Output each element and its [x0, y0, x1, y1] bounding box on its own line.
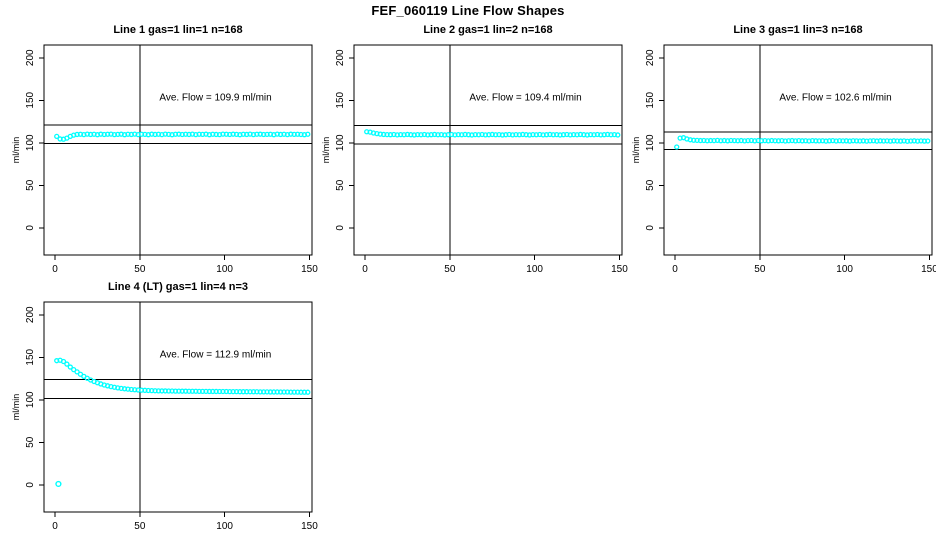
x-tick-label: 50: [754, 264, 766, 275]
y-tick-label: 150: [25, 348, 36, 365]
x-tick-label: 50: [444, 264, 456, 275]
panel-line-2: Line 2 gas=1 lin=2 n=168 0 50 100 150 0 50 100 1…: [321, 20, 631, 275]
chart-line-3: Line 3 gas=1 lin=3 n=168 0 50 100 150 0 50 100 1…: [631, 24, 936, 275]
x-tick-label: 0: [672, 264, 678, 275]
y-tick-label: 200: [25, 306, 36, 323]
y-tick-label: 150: [645, 91, 656, 108]
data-points: [54, 357, 311, 488]
panel-title: Line 3 gas=1 lin=3 n=168: [733, 24, 862, 36]
data-points: [54, 131, 311, 142]
plot-box: [353, 44, 623, 256]
y-axis-label: ml/min: [11, 137, 21, 164]
y-tick-label: 0: [645, 225, 656, 231]
outlier-point: [55, 480, 62, 488]
x-tick-label: 150: [611, 264, 628, 275]
page-title: FEF_060119 Line Flow Shapes: [371, 3, 565, 18]
x-tick-label: 0: [52, 521, 58, 532]
data-points: [364, 129, 621, 138]
y-tick-label: 50: [335, 179, 346, 191]
y-tick-label: 0: [335, 225, 346, 231]
y-tick-label: 100: [25, 391, 36, 408]
y-tick-label: 100: [335, 134, 346, 151]
plot-box: [43, 301, 313, 513]
x-tick-label: 50: [134, 521, 146, 532]
x-tick-label: 100: [836, 264, 853, 275]
y-tick-label: 100: [645, 134, 656, 151]
ave-flow-annotation: Ave. Flow = 109.4 ml/min: [469, 93, 581, 104]
chart-line-2: Line 2 gas=1 lin=2 n=168 0 50 100 150 0 50 100 1…: [321, 24, 628, 275]
x-tick-label: 0: [52, 264, 58, 275]
y-tick-label: 200: [25, 49, 36, 66]
ave-flow-annotation: Ave. Flow = 112.9 ml/min: [160, 350, 272, 361]
panel-title: Line 2 gas=1 lin=2 n=168: [423, 24, 552, 36]
x-tick-label: 50: [134, 264, 146, 275]
y-tick-label: 150: [25, 91, 36, 108]
y-tick-label: 0: [25, 482, 36, 488]
x-tick-label: 150: [301, 264, 318, 275]
chart-line-1: Line 1 gas=1 lin=1 n=168 0 50 100 150 0 50 100 1…: [11, 24, 318, 275]
x-tick-label: 100: [216, 521, 233, 532]
y-tick-label: 200: [335, 49, 346, 66]
panel-line-3: Line 3 gas=1 lin=3 n=168 0 50 100 150 0 50 100 1…: [631, 20, 936, 275]
y-tick-label: 50: [25, 436, 36, 448]
y-tick-label: 100: [25, 134, 36, 151]
y-tick-label: 50: [25, 179, 36, 191]
y-axis-label: ml/min: [321, 137, 331, 164]
ave-flow-annotation: Ave. Flow = 109.9 ml/min: [159, 93, 271, 104]
panel-line-1: Line 1 gas=1 lin=1 n=168 0 50 100 150 0 50 100 1…: [11, 20, 321, 275]
y-tick-label: 150: [335, 91, 346, 108]
x-tick-label: 100: [526, 264, 543, 275]
x-tick-label: 0: [362, 264, 368, 275]
y-tick-label: 200: [645, 49, 656, 66]
y-tick-label: 50: [645, 179, 656, 191]
x-tick-label: 150: [301, 521, 318, 532]
panel-line-4: Line 4 (LT) gas=1 lin=4 n=3 0 50 100 150 0 50 1…: [11, 277, 321, 532]
y-tick-label: 0: [25, 225, 36, 231]
plot-box: [663, 44, 933, 256]
plot-box: [43, 44, 313, 256]
x-tick-label: 150: [921, 264, 936, 275]
panel-title: Line 1 gas=1 lin=1 n=168: [113, 24, 242, 36]
panel-title: Line 4 (LT) gas=1 lin=4 n=3: [108, 281, 248, 293]
chart-line-4: Line 4 (LT) gas=1 lin=4 n=3 0 50 100 150 0 50 1…: [11, 281, 318, 532]
x-tick-label: 100: [216, 264, 233, 275]
y-axis-label: ml/min: [631, 137, 641, 164]
data-points: [674, 135, 931, 150]
y-axis-label: ml/min: [11, 394, 21, 421]
ave-flow-annotation: Ave. Flow = 102.6 ml/min: [779, 93, 891, 104]
